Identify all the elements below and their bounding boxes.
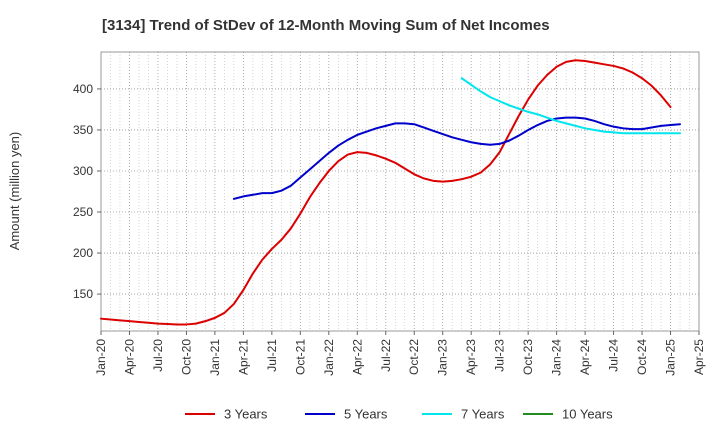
y-axis: 150 200 250 300 350 400 xyxy=(73,82,101,301)
x-tick-label: Jul-21 xyxy=(265,339,279,372)
y-tick-label: 150 xyxy=(73,287,93,301)
x-tick-label: Apr-22 xyxy=(350,339,364,375)
x-tick-label: Jul-24 xyxy=(607,339,621,372)
x-tick-label: Jan-22 xyxy=(322,339,336,376)
x-tick-label: Jan-20 xyxy=(94,339,108,376)
x-tick-label: Oct-20 xyxy=(179,339,193,375)
x-tick-label: Jan-23 xyxy=(436,339,450,376)
y-axis-label: Amount (million yen) xyxy=(7,132,22,251)
legend-label-3-years: 3 Years xyxy=(224,407,268,422)
y-tick-label: 300 xyxy=(73,164,93,178)
x-axis: Jan-20 Apr-20 Jul-20 Oct-20 Jan-21 Apr-21 Jul-… xyxy=(94,331,706,376)
x-tick-label: Apr-25 xyxy=(692,339,706,375)
x-tick-label: Jan-24 xyxy=(550,339,564,376)
x-tick-label: Apr-23 xyxy=(464,339,478,375)
series-line-7-years xyxy=(460,77,682,135)
legend-label-5-years: 5 Years xyxy=(344,407,388,422)
series-line-5-years xyxy=(232,116,682,200)
x-tick-label: Jan-21 xyxy=(208,339,222,376)
x-tick-label: Apr-20 xyxy=(122,339,136,375)
x-tick-label: Oct-22 xyxy=(407,339,421,375)
legend-label-10-years: 10 Years xyxy=(562,407,613,422)
legend: 3 Years 5 Years 7 Years 10 Years xyxy=(185,407,613,422)
legend-label-7-years: 7 Years xyxy=(461,407,505,422)
x-tick-label: Oct-23 xyxy=(521,339,535,375)
x-tick-label: Oct-24 xyxy=(635,339,649,375)
x-tick-label: Jul-22 xyxy=(379,339,393,372)
x-tick-label: Oct-21 xyxy=(293,339,307,375)
x-tick-label: Apr-24 xyxy=(578,339,592,375)
y-tick-label: 350 xyxy=(73,123,93,137)
series-lines xyxy=(100,59,682,326)
y-tick-label: 250 xyxy=(73,205,93,219)
x-tick-label: Apr-21 xyxy=(236,339,250,375)
x-tick-label: Jul-20 xyxy=(151,339,165,372)
y-tick-label: 200 xyxy=(73,246,93,260)
plot-area xyxy=(100,51,700,332)
y-tick-label: 400 xyxy=(73,82,93,96)
series-line-3-years xyxy=(100,59,672,326)
x-tick-label: Jul-23 xyxy=(493,339,507,372)
x-tick-label: Jan-25 xyxy=(664,339,678,376)
chart-title: [3134] Trend of StDev of 12-Month Moving… xyxy=(102,17,550,34)
